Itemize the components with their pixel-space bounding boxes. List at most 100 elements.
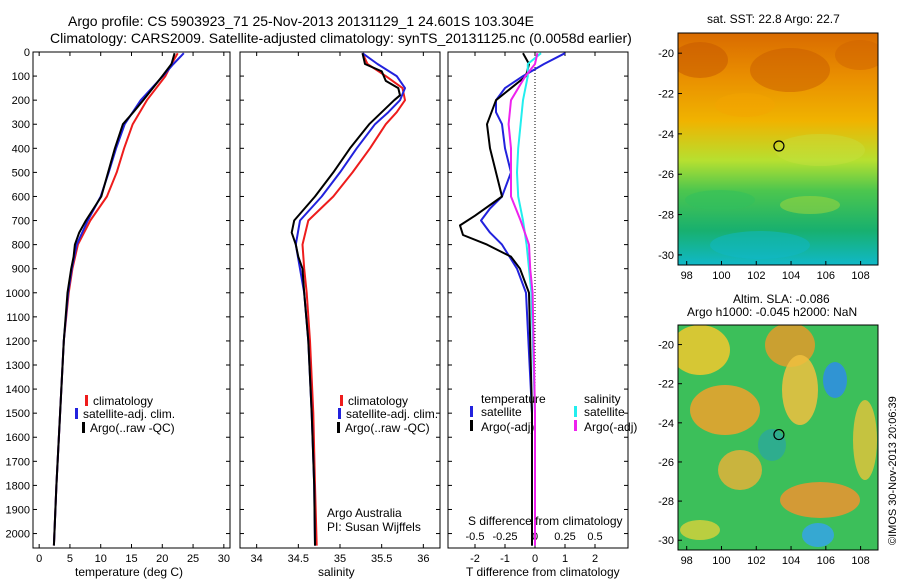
salinity-panel: 34 34.5 35 35.5 36 xyxy=(239,51,441,565)
y-tick-label: 500 xyxy=(12,167,30,179)
series-line-satellite xyxy=(52,52,185,546)
y-tick-label: 1600 xyxy=(6,432,30,444)
sla-map-title-line1: Altim. SLA: -0.086 xyxy=(733,292,830,306)
x-tick-label: 0 xyxy=(532,553,538,565)
y-tick-label: 0 xyxy=(24,47,30,59)
map-x-tick-label: 104 xyxy=(782,555,800,567)
map-y-tick-label: -28 xyxy=(658,496,674,508)
series-line-argo xyxy=(52,52,176,546)
series-line-T_argo xyxy=(459,52,533,546)
y-tick-label: 1300 xyxy=(6,360,30,372)
sla-map-title-line2: Argo h1000: -0.045 h2000: NaN xyxy=(687,305,857,319)
sst-argo-position-marker xyxy=(773,140,785,152)
legend-swatch-t-argo xyxy=(470,420,473,431)
legend-label-climatology: climatology xyxy=(348,394,408,408)
x-tick-label: 34 xyxy=(251,553,263,565)
t-difference-axis-label: T difference from climatology xyxy=(466,565,620,579)
map-x-tick-label: 106 xyxy=(817,555,835,567)
y-tick-label: 200 xyxy=(12,95,30,107)
legend-title-temperature: temperature xyxy=(481,392,546,406)
map-x-tick-label: 108 xyxy=(851,555,869,567)
s-tick-label: 0.5 xyxy=(587,531,602,543)
legend-swatch-argo xyxy=(82,422,85,433)
y-tick-label: 1400 xyxy=(6,384,30,396)
s-difference-axis-label: S difference from climatology xyxy=(468,514,623,528)
legend-swatch-t-satellite xyxy=(470,406,473,417)
map-y-tick-label: -30 xyxy=(658,535,674,547)
pi-annotation-line1: Argo Australia xyxy=(327,506,402,520)
x-tick-label: 35.5 xyxy=(371,553,392,565)
y-tick-label: 700 xyxy=(12,216,30,228)
x-tick-label: 1 xyxy=(562,553,568,565)
y-tick-label: 1900 xyxy=(6,504,30,516)
legend-label-t-satellite: satellite xyxy=(481,405,522,419)
y-tick-label: 600 xyxy=(12,191,30,203)
x-tick-label: 20 xyxy=(156,553,168,565)
sst-map: sat. SST: 22.8 Argo: 22.7 98 100 102 104 106… xyxy=(658,12,879,282)
map-y-tick-label: -22 xyxy=(658,379,674,391)
legend-label-argo: Argo(..raw -QC) xyxy=(345,421,430,435)
x-tick-label: 10 xyxy=(95,553,107,565)
series-line-S_argo xyxy=(507,52,539,546)
y-tick-label: 1500 xyxy=(6,408,30,420)
legend-swatch-s-argo xyxy=(574,420,577,431)
sla-map-frame xyxy=(677,324,879,551)
legend-swatch-argo xyxy=(337,422,340,433)
figure-title-line1: Argo profile: CS 5903923_71 25-Nov-2013 … xyxy=(68,13,534,29)
legend-swatch-climatology xyxy=(340,395,343,406)
panel-frame xyxy=(447,51,629,549)
map-x-tick-label: 102 xyxy=(747,270,765,282)
y-tick-label: 900 xyxy=(12,264,30,276)
legend-label-climatology: climatology xyxy=(93,394,153,408)
map-x-tick-label: 98 xyxy=(681,555,693,567)
map-y-tick-label: -26 xyxy=(658,457,674,469)
map-y-tick-label: -30 xyxy=(658,250,674,262)
legend-label-t-argo: Argo(-adj) xyxy=(481,420,534,434)
sst-map-title: sat. SST: 22.8 Argo: 22.7 xyxy=(707,12,840,26)
legend-label-s-argo: Argo(-adj) xyxy=(584,420,637,434)
map-x-tick-label: 106 xyxy=(817,270,835,282)
y-tick-label: 100 xyxy=(12,71,30,83)
map-y-tick-label: -20 xyxy=(658,48,674,60)
salinity-axis-label: salinity xyxy=(318,565,355,579)
temperature-axis-label: temperature (deg C) xyxy=(75,565,183,579)
panel-frame xyxy=(239,51,441,549)
x-tick-label: 0 xyxy=(36,553,42,565)
y-tick-label: 1800 xyxy=(6,480,30,492)
legend-label-satellite: satellite-adj. clim. xyxy=(83,407,175,421)
y-tick-label: 1700 xyxy=(6,456,30,468)
x-tick-label: 30 xyxy=(218,553,230,565)
map-y-tick-label: -22 xyxy=(658,89,674,101)
series-line-S_satellite xyxy=(516,52,542,546)
map-y-tick-label: -24 xyxy=(658,418,674,430)
legend-label-s-satellite: satellite xyxy=(584,405,625,419)
series-line-satellite xyxy=(294,52,406,546)
legend-label-argo: Argo(..raw -QC) xyxy=(90,421,175,435)
y-tick-label: 800 xyxy=(12,240,30,252)
y-tick-label: 1200 xyxy=(6,336,30,348)
legend-swatch-satellite xyxy=(75,408,78,419)
x-tick-label: -1 xyxy=(500,553,510,565)
y-tick-label: 400 xyxy=(12,143,30,155)
legend-swatch-s-satellite xyxy=(574,406,577,417)
map-x-tick-label: 108 xyxy=(851,270,869,282)
x-tick-label: 34.5 xyxy=(288,553,309,565)
map-y-tick-label: -28 xyxy=(658,210,674,222)
difference-panel: -2 -1 0 1 2-0.5 -0.25 0 0.25 0.5 xyxy=(447,51,629,565)
sla-map: Altim. SLA: -0.086 Argo h1000: -0.045 h2… xyxy=(658,292,879,567)
sla-argo-position-marker xyxy=(773,428,785,441)
legend-label-satellite: satellite-adj. clim. xyxy=(346,407,438,421)
sst-map-texture xyxy=(678,40,878,259)
x-tick-label: -2 xyxy=(470,553,480,565)
s-tick-label: -0.25 xyxy=(492,531,517,543)
legend-title-salinity: salinity xyxy=(584,392,621,406)
y-tick-label: 1100 xyxy=(6,312,30,324)
map-x-tick-label: 100 xyxy=(712,555,730,567)
pi-annotation-line2: PI: Susan Wijffels xyxy=(327,520,421,534)
legend-swatch-climatology xyxy=(85,395,88,406)
map-y-tick-label: -24 xyxy=(658,129,674,141)
series-line-climatology xyxy=(52,52,179,546)
map-y-tick-label: -20 xyxy=(658,340,674,352)
x-tick-label: 15 xyxy=(125,553,137,565)
